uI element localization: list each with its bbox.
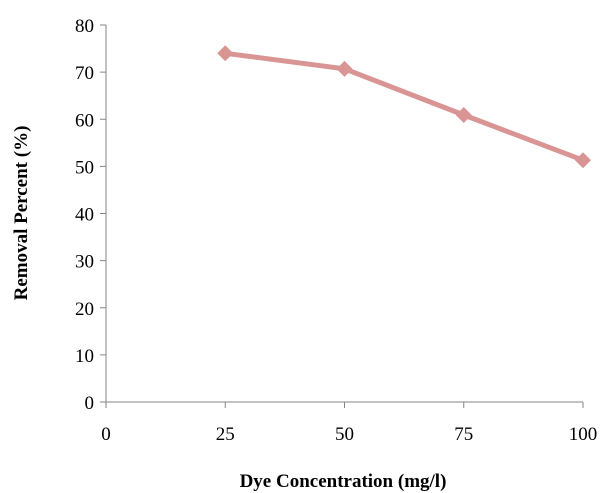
y-tick-label: 40: [75, 205, 94, 226]
series-line: [222, 50, 586, 163]
x-tick-label: 0: [101, 424, 111, 445]
y-tick-label: 70: [75, 63, 94, 84]
y-tick-label: 50: [75, 157, 94, 178]
data-point-marker: [336, 60, 353, 77]
y-axis-title: Removal Percent (%): [11, 126, 32, 301]
y-tick-label: 10: [75, 346, 94, 367]
y-tick-label: 60: [75, 110, 94, 131]
x-axis-title: Dye Concentration (mg/l): [240, 471, 447, 492]
y-tick-label: 80: [75, 16, 94, 37]
x-tick-label: 25: [216, 424, 235, 445]
data-point-marker: [575, 152, 591, 169]
x-tick-label: 100: [569, 424, 598, 445]
y-axis-ticks: 0 10 20 30 40 50 60 70 80: [75, 16, 106, 414]
axes: [105, 25, 583, 403]
x-tick-label: 50: [335, 424, 354, 445]
y-tick-label: 30: [75, 252, 94, 273]
x-tick-label: 75: [454, 424, 473, 445]
data-point-marker: [455, 107, 472, 124]
x-axis-ticks: 0 25 50 75 100: [101, 402, 597, 445]
series-group: [217, 45, 591, 169]
y-tick-label: 20: [75, 299, 94, 320]
data-point-marker: [217, 45, 234, 62]
y-tick-label: 0: [85, 393, 95, 414]
